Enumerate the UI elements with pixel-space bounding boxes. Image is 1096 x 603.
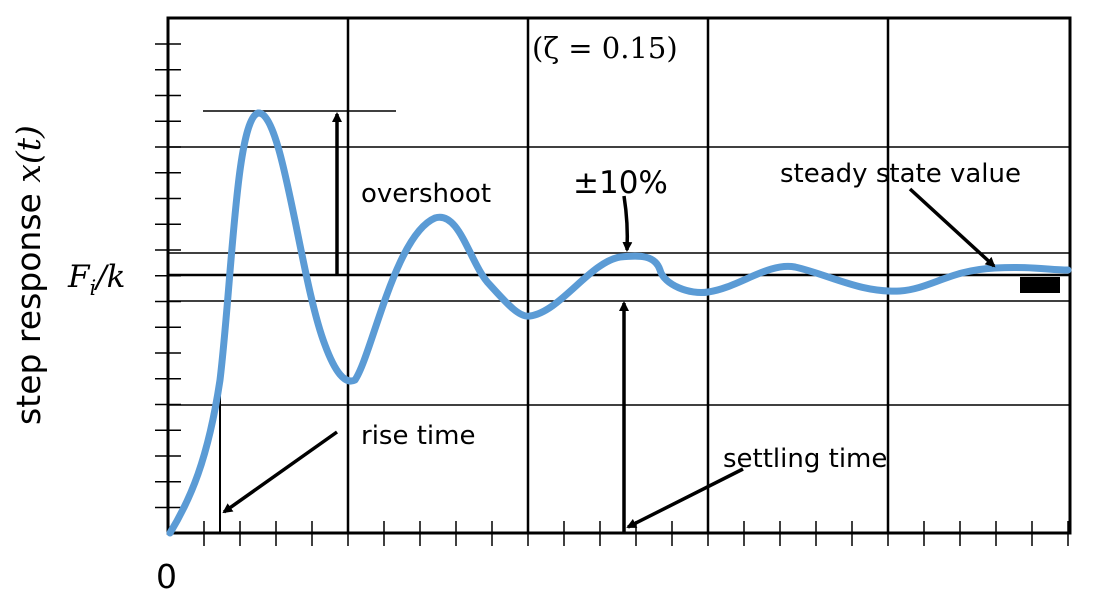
annotation-arrows — [222, 112, 996, 533]
y-axis-label-text: step response — [9, 183, 48, 425]
steady-state-label: steady state value — [780, 159, 1021, 189]
steady-label-sub: i — [90, 276, 97, 300]
steady-label-var: F — [67, 259, 91, 295]
tolerance-arrow — [622, 195, 633, 252]
zeta-label: (ζ = 0.15) — [532, 31, 678, 65]
steady-label-rest: /k — [93, 259, 125, 295]
settling-time-label: settling time — [723, 444, 887, 474]
step-response-curve — [166, 109, 1072, 537]
steady-state-arrow — [908, 187, 996, 268]
overshoot-label: overshoot — [361, 179, 491, 209]
steady-state-axis-label: Fi/k — [67, 259, 125, 300]
y-axis-label: step response x(t) — [9, 125, 48, 425]
y-axis-ticks — [155, 43, 181, 509]
end-block — [1020, 277, 1060, 293]
rise-time-label: rise time — [361, 421, 475, 451]
origin-label: 0 — [156, 557, 177, 596]
rise-time-arrow — [222, 430, 339, 514]
y-axis-label-var: x(t) — [9, 125, 48, 183]
tolerance-label: ±10% — [573, 165, 668, 201]
settling-time-arrow — [626, 467, 744, 529]
x-axis-ticks — [203, 521, 1069, 546]
